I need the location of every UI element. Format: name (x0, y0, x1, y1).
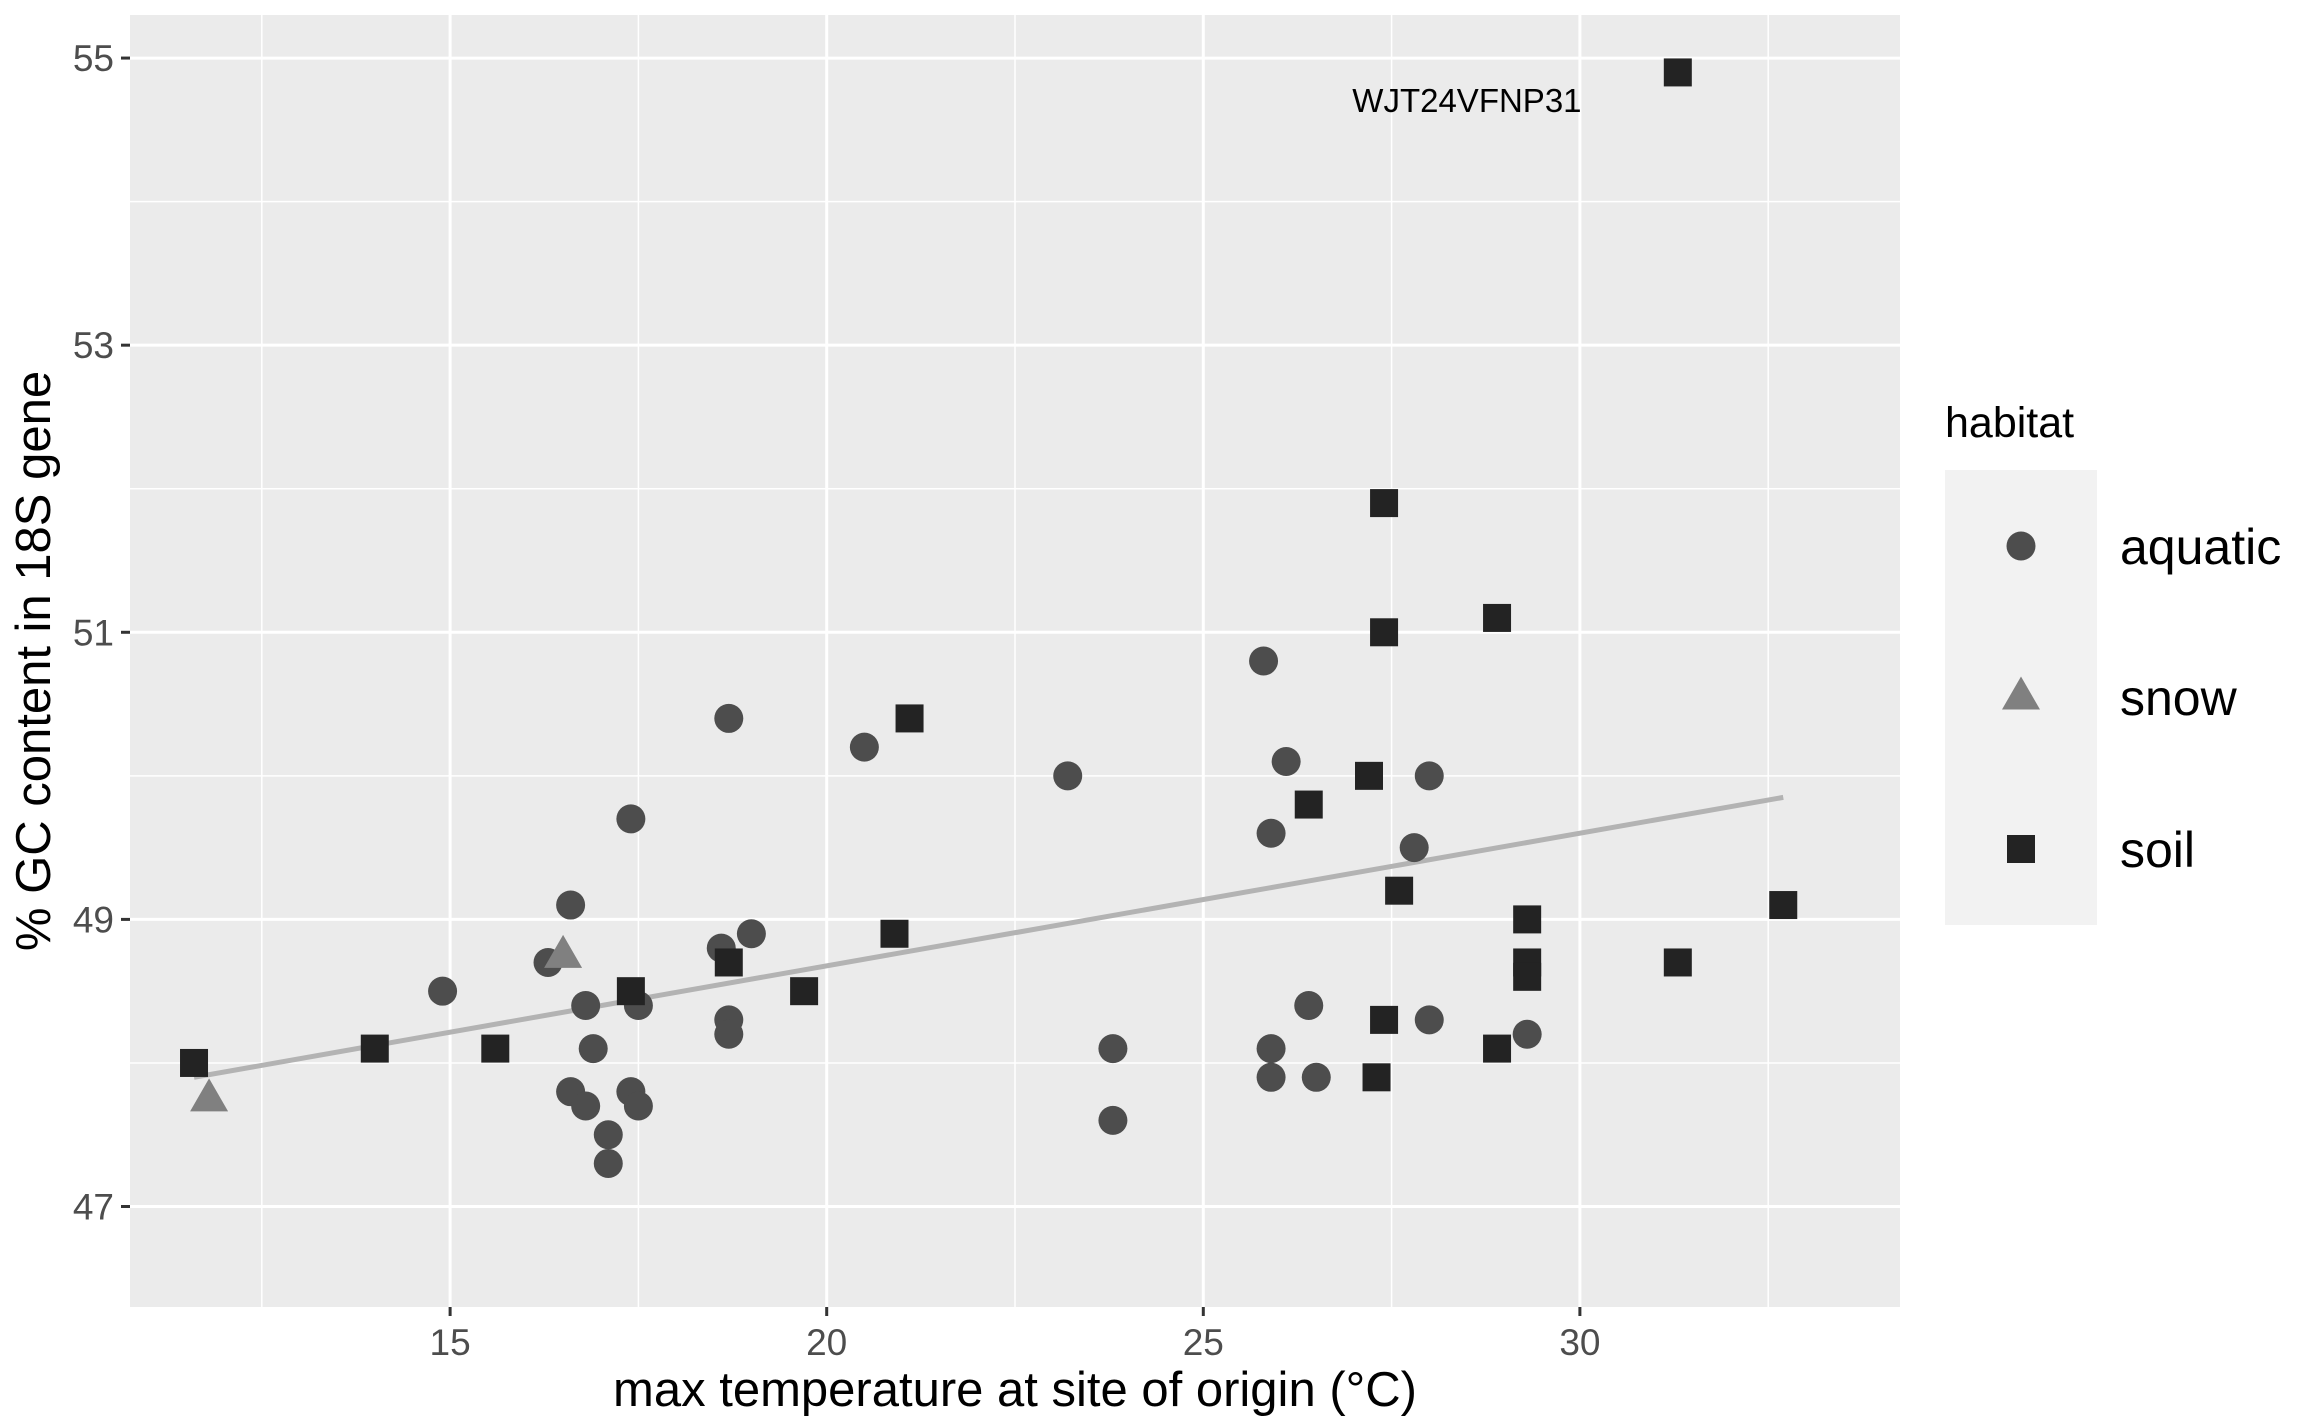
aquatic-point (1294, 991, 1324, 1021)
soil-point (880, 919, 909, 948)
soil-point (481, 1034, 510, 1063)
soil-point (1663, 58, 1692, 87)
snow-point (544, 934, 583, 968)
aquatic-point (428, 976, 458, 1006)
legend-title: habitat (1945, 399, 2074, 447)
soil-point (1385, 876, 1414, 905)
aquatic-point (1249, 646, 1279, 676)
soil-point (1355, 761, 1383, 790)
aquatic-point (616, 804, 646, 834)
data-points (180, 58, 1798, 1178)
aquatic-point (1414, 761, 1444, 791)
soil-point (1663, 948, 1692, 977)
snow-point (190, 1078, 229, 1112)
legend-marker-square (2007, 835, 2035, 863)
soil-point (1370, 489, 1399, 518)
trend-line (193, 794, 1784, 1080)
soil-point (1513, 905, 1542, 934)
axes: 15 20 25 30 47 49 51 53 55 (73, 38, 1601, 1363)
aquatic-point (1256, 818, 1286, 848)
aquatic-point (1098, 1105, 1128, 1135)
x-tick-label: 20 (806, 1322, 847, 1363)
aquatic-point (571, 1091, 601, 1121)
aquatic-point (736, 919, 766, 949)
legend-marker-circle (2006, 531, 2036, 561)
aquatic-point (1512, 1019, 1542, 1049)
soil-point (1513, 962, 1542, 991)
soil-point (1370, 618, 1399, 647)
soil-point (1294, 790, 1323, 819)
soil-point (616, 977, 645, 1006)
y-tick-label: 47 (73, 1187, 114, 1228)
aquatic-point (1301, 1062, 1331, 1092)
soil-point (895, 704, 924, 733)
aquatic-point (1256, 1034, 1286, 1064)
aquatic-point (623, 1091, 653, 1121)
soil-point (1483, 1034, 1512, 1063)
point-annotation: WJT24VFNP31 (1352, 82, 1581, 119)
soil-point (1483, 603, 1512, 632)
legend-label-soil: soil (2120, 822, 2195, 878)
x-tick-label: 25 (1183, 1322, 1224, 1363)
aquatic-point (556, 890, 586, 920)
soil-point (360, 1034, 389, 1063)
aquatic-point (714, 703, 744, 733)
y-tick-label: 49 (73, 899, 114, 940)
aquatic-point (593, 1148, 623, 1178)
y-tick-label: 53 (73, 325, 114, 366)
x-tick-label: 30 (1559, 1322, 1600, 1363)
x-tick-label: 15 (430, 1322, 471, 1363)
aquatic-point (1098, 1034, 1128, 1064)
x-axis-title: max temperature at site of origin (°C) (613, 1363, 1417, 1417)
grid-lines (130, 15, 1900, 1307)
aquatic-point (578, 1034, 608, 1064)
y-axis-title: % GC content in 18S gene (7, 371, 61, 951)
legend-label-aquatic: aquatic (2120, 519, 2281, 575)
soil-point (714, 948, 743, 977)
aquatic-point (849, 732, 879, 762)
aquatic-point (593, 1120, 623, 1150)
y-tick-label: 55 (73, 38, 114, 79)
legend: habitat aquatic snow soil (1945, 399, 2281, 925)
aquatic-point (1053, 761, 1083, 791)
soil-point (1362, 1063, 1391, 1092)
aquatic-point (1414, 1005, 1444, 1035)
soil-point (790, 977, 819, 1006)
aquatic-point (1399, 833, 1429, 863)
annotations: WJT24VFNP31 (1352, 82, 1581, 119)
soil-point (1769, 891, 1798, 920)
soil-point (1370, 1005, 1399, 1034)
aquatic-point (714, 1019, 744, 1049)
soil-point (180, 1048, 209, 1077)
trend-line-group (193, 794, 1784, 1080)
legend-marker-triangle (2002, 676, 2040, 710)
aquatic-point (1271, 746, 1301, 776)
legend-label-snow: snow (2120, 670, 2238, 726)
y-tick-label: 51 (73, 612, 114, 653)
aquatic-point (1256, 1062, 1286, 1092)
aquatic-point (571, 991, 601, 1021)
